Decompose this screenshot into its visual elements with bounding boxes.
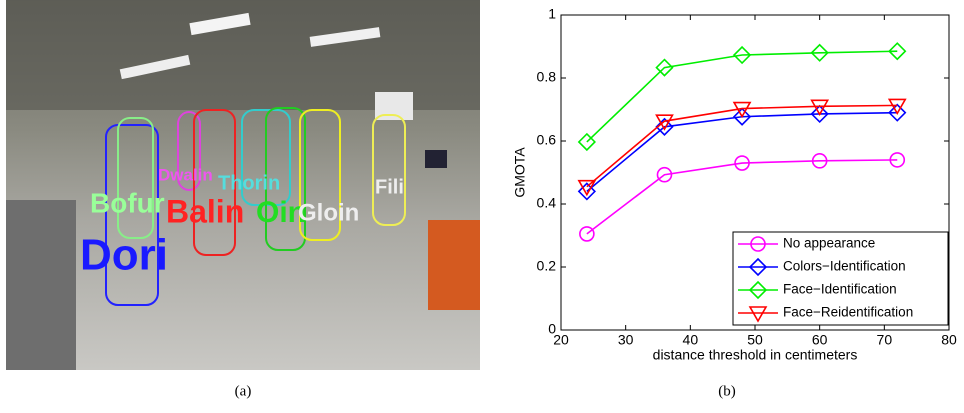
legend-label: Colors−Identification — [783, 259, 906, 274]
x-axis-label: distance threshold in centimeters — [653, 347, 858, 363]
x-tick-label: 40 — [683, 332, 699, 348]
person-label: Thorin — [218, 172, 280, 194]
y-tick-label: 1 — [548, 6, 556, 22]
x-tick-label: 70 — [877, 332, 893, 348]
caption: (b) — [718, 383, 736, 399]
person-label: Balin — [166, 193, 244, 229]
person-label: Bofur — [90, 187, 165, 218]
y-tick-label: 0.8 — [537, 69, 557, 85]
y-tick-label: 0 — [548, 321, 556, 337]
equipment — [6, 200, 76, 370]
x-tick-label: 80 — [941, 332, 957, 348]
series-line — [587, 51, 897, 142]
figure: DoriBofurDwalinBalinThorinOinGloinFili (… — [0, 0, 964, 408]
x-tick-label: 30 — [618, 332, 634, 348]
person-label: Dwalin — [158, 165, 213, 184]
y-tick-label: 0.6 — [537, 132, 557, 148]
y-axis-label: GMOTA — [512, 147, 528, 198]
legend-label: Face−Reidentification — [783, 305, 913, 320]
x-tick-label: 60 — [812, 332, 828, 348]
monitor — [425, 150, 447, 168]
y-tick-label: 0.2 — [537, 258, 557, 274]
person-label: Dori — [80, 231, 168, 280]
person-label: Gloin — [298, 199, 359, 226]
series-line — [587, 160, 897, 234]
legend-label: No appearance — [783, 236, 875, 251]
x-tick-label: 50 — [747, 332, 763, 348]
legend-label: Face−Identification — [783, 282, 897, 297]
y-tick-label: 0.4 — [537, 195, 557, 211]
orange-case — [428, 220, 480, 310]
person-label: Fili — [375, 176, 404, 198]
page: { "photo": { "labels": [ {"text": "Dori"… — [0, 0, 964, 408]
caption: (a) — [235, 383, 252, 399]
